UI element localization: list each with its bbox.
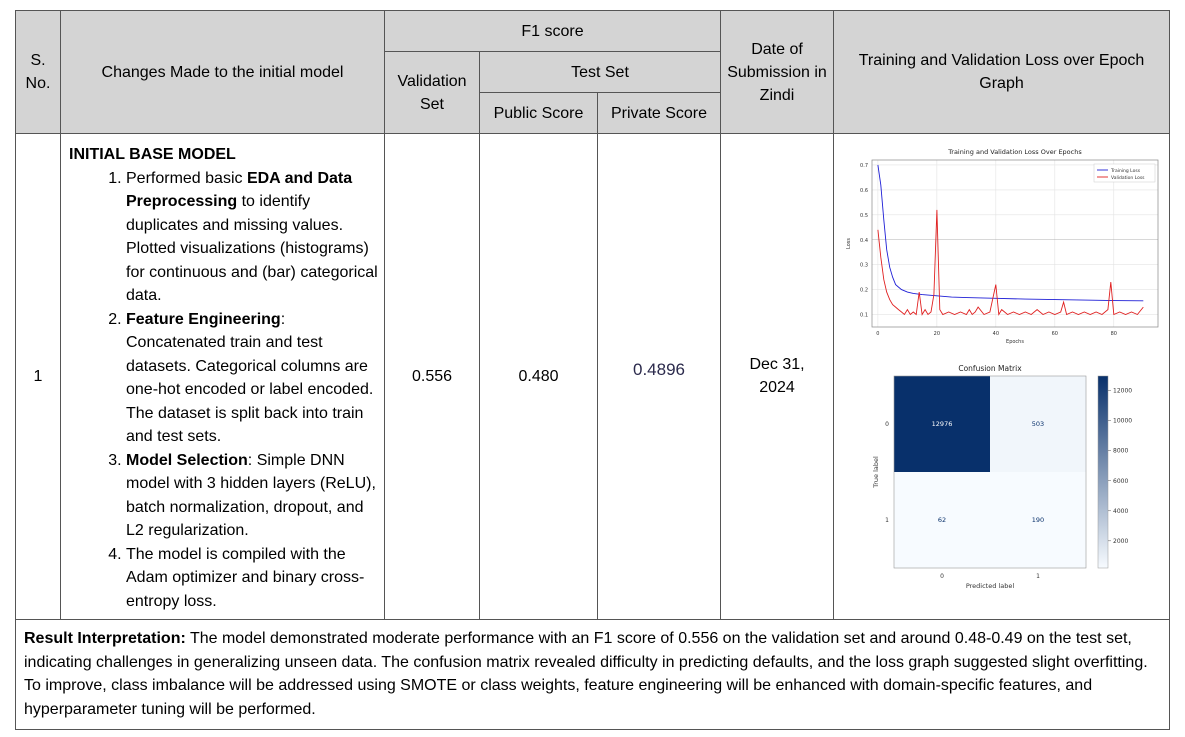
colorbar-tick-label: 12000 — [1113, 388, 1132, 395]
x-tick-label: 60 — [1052, 331, 1058, 337]
cm-cell-value: 12976 — [932, 420, 953, 428]
cm-frame — [893, 375, 1087, 569]
colorbar-tick-label: 6000 — [1113, 478, 1128, 485]
series-line — [877, 164, 1144, 302]
loss-chart: Training and Validation Loss Over Epochs… — [846, 148, 1159, 345]
cm-cell — [894, 376, 991, 472]
change-item: Feature Engineering: Concatenated train … — [126, 308, 378, 449]
plot-frame — [871, 159, 1159, 328]
confusion-matrix-chart: Confusion Matrix 12976 503 62 190 0 1 0 1 Predict… — [872, 364, 1132, 590]
colorbar-tick-label: 4000 — [1113, 508, 1128, 515]
series-line — [877, 209, 1144, 316]
changes-list: Performed basic EDA and Data Preprocessi… — [69, 167, 378, 614]
x-tick-label: 80 — [1111, 331, 1117, 337]
y-tick-label: 0.2 — [860, 288, 868, 294]
legend-entry: Validation Loss — [1111, 175, 1145, 181]
result-label: Result Interpretation: — [24, 630, 186, 647]
header-public-score: Public Score — [479, 92, 598, 134]
cm-cell — [894, 472, 991, 568]
validation-score: 0.556 — [384, 133, 480, 620]
cm-cell — [990, 376, 1087, 472]
y-tick-label: 0.6 — [860, 188, 868, 194]
y-axis-label: Loss — [846, 238, 852, 249]
loss-chart-title: Training and Validation Loss Over Epochs — [947, 148, 1082, 156]
cm-cell-value: 503 — [1032, 420, 1044, 428]
colorbar-tick-label: 8000 — [1113, 448, 1128, 455]
y-tick-label: 0.4 — [860, 238, 868, 244]
result-text: The model demonstrated moderate performa… — [24, 630, 1148, 718]
y-tick-label: 0.1 — [860, 313, 868, 319]
header-date: Date of Submission in Zindi — [720, 10, 835, 134]
cm-x-tick: 1 — [1036, 573, 1040, 580]
colorbar-tick-label: 10000 — [1113, 418, 1132, 425]
cm-cell — [990, 472, 1087, 568]
model-results-table: S. No. Changes Made to the initial model… — [14, 10, 1171, 730]
y-tick-label: 0.7 — [860, 163, 868, 169]
x-axis-label: Epochs — [1006, 339, 1024, 345]
y-tick-label: 0.5 — [860, 213, 868, 219]
change-item: The model is compiled with the Adam opti… — [126, 543, 378, 614]
colorbar-tick-label: 2000 — [1113, 538, 1128, 545]
colorbar — [1097, 375, 1109, 569]
header-graph: Training and Validation Loss over Epoch … — [833, 10, 1171, 134]
cm-title: Confusion Matrix — [958, 364, 1022, 373]
header-sno: S. No. — [15, 10, 61, 134]
cm-y-tick: 0 — [885, 421, 889, 428]
header-test-set: Test Set — [478, 51, 722, 93]
result-interpretation: Result Interpretation: The model demonst… — [14, 619, 1171, 730]
header-validation-set: Validation Set — [384, 51, 480, 134]
header-private-score: Private Score — [596, 92, 722, 134]
cm-y-tick: 1 — [885, 517, 889, 524]
x-tick-label: 0 — [876, 331, 879, 337]
change-item: Model Selection: Simple DNN model with 3… — [126, 449, 378, 543]
public-score: 0.480 — [479, 133, 598, 620]
x-tick-label: 20 — [934, 331, 940, 337]
cm-x-label: Predicted label — [966, 582, 1014, 590]
cm-cell-value: 62 — [938, 516, 946, 524]
change-item: Performed basic EDA and Data Preprocessi… — [126, 167, 378, 308]
changes-cell: INITIAL BASE MODEL Performed basic EDA a… — [60, 133, 385, 620]
graphs-cell: Training and Validation Loss Over Epochs… — [833, 133, 1171, 620]
model-title: INITIAL BASE MODEL — [69, 146, 236, 163]
cm-x-tick: 0 — [940, 573, 944, 580]
y-tick-label: 0.3 — [860, 263, 868, 269]
submission-date: Dec 31, 2024 — [720, 133, 835, 620]
header-f1-score: F1 score — [383, 10, 722, 52]
private-score: 0.4896 — [596, 133, 722, 620]
cm-cell-value: 190 — [1032, 516, 1044, 524]
header-changes: Changes Made to the initial model — [60, 10, 385, 134]
legend-box — [1093, 163, 1156, 183]
row-sno: 1 — [15, 133, 61, 620]
legend-entry: Training Loss — [1110, 168, 1141, 174]
x-tick-label: 40 — [993, 331, 999, 337]
cm-y-label: True label — [872, 456, 880, 489]
